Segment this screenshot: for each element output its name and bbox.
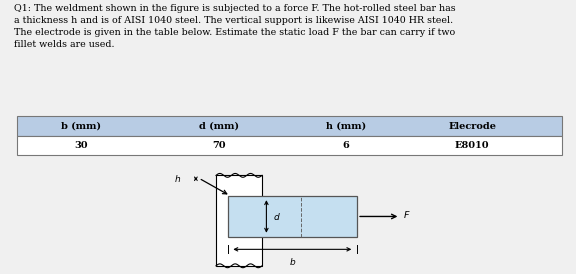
- Text: E8010: E8010: [455, 141, 490, 150]
- Text: Elecrode: Elecrode: [448, 122, 497, 130]
- Bar: [17, 136, 562, 155]
- Text: Q1: The weldment shown in the figure is subjected to a force F. The hot-rolled s: Q1: The weldment shown in the figure is …: [14, 4, 456, 48]
- Bar: [228, 196, 357, 237]
- Text: 6: 6: [342, 141, 349, 150]
- Text: 70: 70: [212, 141, 226, 150]
- Text: $h$: $h$: [175, 173, 181, 184]
- Text: h (mm): h (mm): [325, 122, 366, 130]
- Bar: [17, 116, 562, 136]
- Text: 30: 30: [74, 141, 88, 150]
- Bar: [216, 175, 262, 266]
- Text: $F$: $F$: [403, 209, 411, 220]
- Text: b (mm): b (mm): [60, 122, 101, 130]
- Text: d (mm): d (mm): [199, 122, 239, 130]
- Text: $b$: $b$: [289, 256, 296, 267]
- Text: $d$: $d$: [273, 211, 281, 222]
